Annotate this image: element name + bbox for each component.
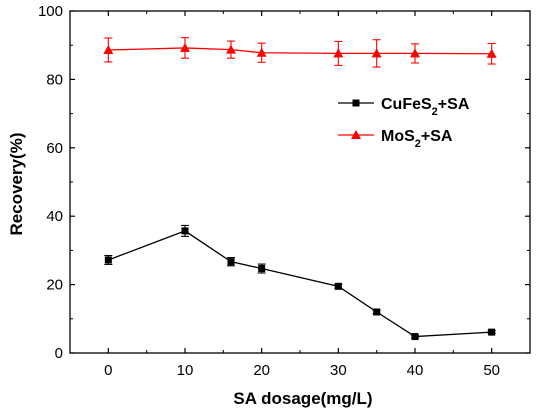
data-point [333, 48, 344, 58]
data-point [410, 48, 420, 58]
x-tick-label: 40 [407, 362, 424, 379]
x-tick-label: 50 [483, 362, 500, 379]
legend-text-part: +SA [438, 96, 470, 113]
y-tick-label: 80 [46, 71, 63, 88]
y-tick-label: 100 [38, 3, 63, 20]
legend-label: MoS2+SA [381, 128, 453, 150]
legend-subscript: 2 [432, 106, 438, 118]
data-point [227, 258, 235, 266]
legend-marker [352, 99, 360, 107]
series-cufes2-sa [104, 224, 496, 341]
legend-entry: CuFeS2+SA [338, 96, 470, 118]
ticks: 0 10 20 30 40 50 0 20 40 60 80 100 [38, 3, 530, 379]
legend-subscript: 2 [415, 138, 421, 150]
y-tick-label: 40 [46, 208, 63, 225]
data-point [488, 328, 496, 336]
legend-text-part: +SA [421, 128, 453, 145]
data-point [371, 48, 382, 58]
data-point [180, 42, 190, 52]
data-point [181, 227, 189, 235]
series-mos2-sa [103, 37, 497, 68]
data-point [258, 265, 266, 273]
data-point [256, 47, 267, 57]
plot-frame [69, 10, 531, 354]
series-line [108, 230, 492, 338]
data-point [373, 308, 381, 316]
data-point [411, 333, 419, 341]
series-line [108, 47, 492, 55]
legend-text-part: CuFeS [381, 96, 432, 113]
data-point [486, 48, 497, 58]
x-tick-label: 0 [104, 362, 112, 379]
y-axis-title: Recovery(%) [7, 133, 26, 236]
y-tick-label: 60 [46, 140, 63, 157]
y-tick-label: 20 [46, 277, 63, 294]
series-layer [103, 37, 497, 341]
legend-entry: MoS2+SA [338, 128, 453, 150]
x-tick-label: 30 [330, 362, 347, 379]
axes [69, 10, 531, 354]
legend-marker [351, 130, 361, 139]
x-tick-label: 10 [177, 362, 194, 379]
x-axis-title: SA dosage(mg/L) [233, 389, 372, 408]
data-point [334, 282, 342, 290]
y-tick-label: 0 [55, 345, 63, 362]
data-point [226, 44, 236, 54]
legend-text-part: MoS [381, 128, 415, 145]
data-point [104, 256, 112, 264]
legend-label: CuFeS2+SA [381, 96, 470, 118]
x-tick-label: 20 [253, 362, 270, 379]
data-point [103, 44, 114, 54]
